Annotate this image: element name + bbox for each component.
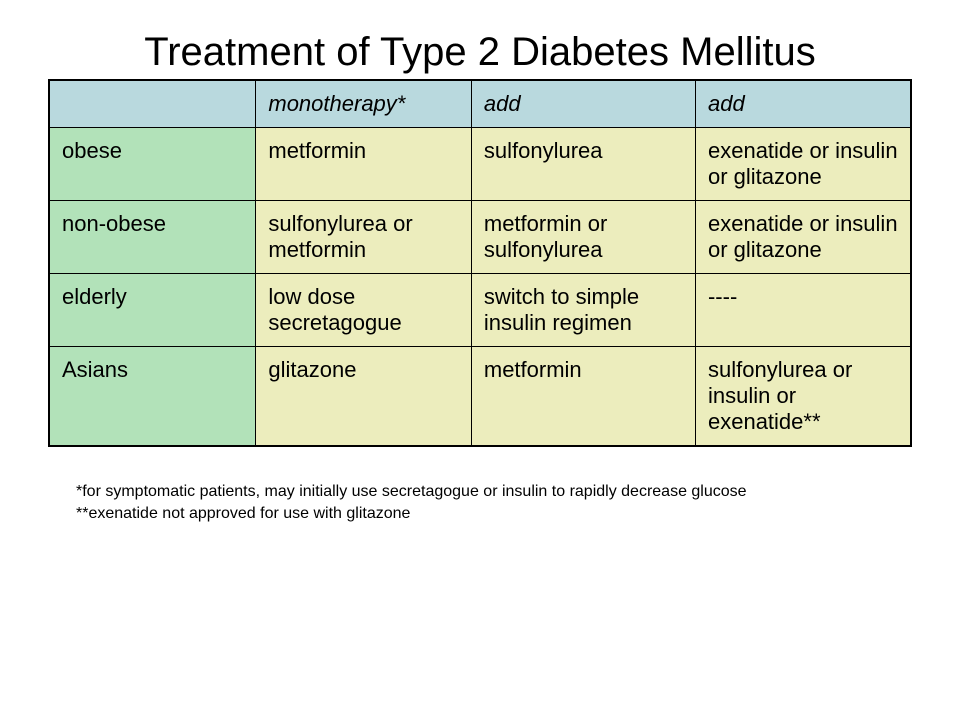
row-label: non-obese xyxy=(49,201,256,274)
table-cell: metformin xyxy=(471,347,695,447)
footnote-2: **exenatide not approved for use with gl… xyxy=(76,503,912,525)
table-cell: exenatide or insulin or glitazone xyxy=(695,128,911,201)
table-header: monotherapy* add add xyxy=(49,80,911,128)
table-cell: metformin or sulfonylurea xyxy=(471,201,695,274)
table-cell: sulfonylurea xyxy=(471,128,695,201)
row-label: Asians xyxy=(49,347,256,447)
treatment-table: monotherapy* add add obese metformin sul… xyxy=(48,79,912,447)
page-title: Treatment of Type 2 Diabetes Mellitus xyxy=(48,30,912,75)
table-cell: switch to simple insulin regimen xyxy=(471,274,695,347)
table-row: non-obese sulfonylurea or metformin metf… xyxy=(49,201,911,274)
table-header-row: monotherapy* add add xyxy=(49,80,911,128)
table-cell: sulfonylurea or insulin or exenatide** xyxy=(695,347,911,447)
footnotes: *for symptomatic patients, may initially… xyxy=(48,481,912,524)
table-cell: low dose secretagogue xyxy=(256,274,472,347)
row-label: obese xyxy=(49,128,256,201)
table-cell: ---- xyxy=(695,274,911,347)
footnote-1: *for symptomatic patients, may initially… xyxy=(76,481,912,503)
row-label: elderly xyxy=(49,274,256,347)
table-row: elderly low dose secretagogue switch to … xyxy=(49,274,911,347)
table-row: Asians glitazone metformin sulfonylurea … xyxy=(49,347,911,447)
header-cell-add-2: add xyxy=(695,80,911,128)
table-row: obese metformin sulfonylurea exenatide o… xyxy=(49,128,911,201)
header-cell-add-1: add xyxy=(471,80,695,128)
header-cell-blank xyxy=(49,80,256,128)
table-cell: glitazone xyxy=(256,347,472,447)
table-cell: exenatide or insulin or glitazone xyxy=(695,201,911,274)
table-body: obese metformin sulfonylurea exenatide o… xyxy=(49,128,911,447)
table-cell: sulfonylurea or metformin xyxy=(256,201,472,274)
header-cell-monotherapy: monotherapy* xyxy=(256,80,472,128)
table-cell: metformin xyxy=(256,128,472,201)
